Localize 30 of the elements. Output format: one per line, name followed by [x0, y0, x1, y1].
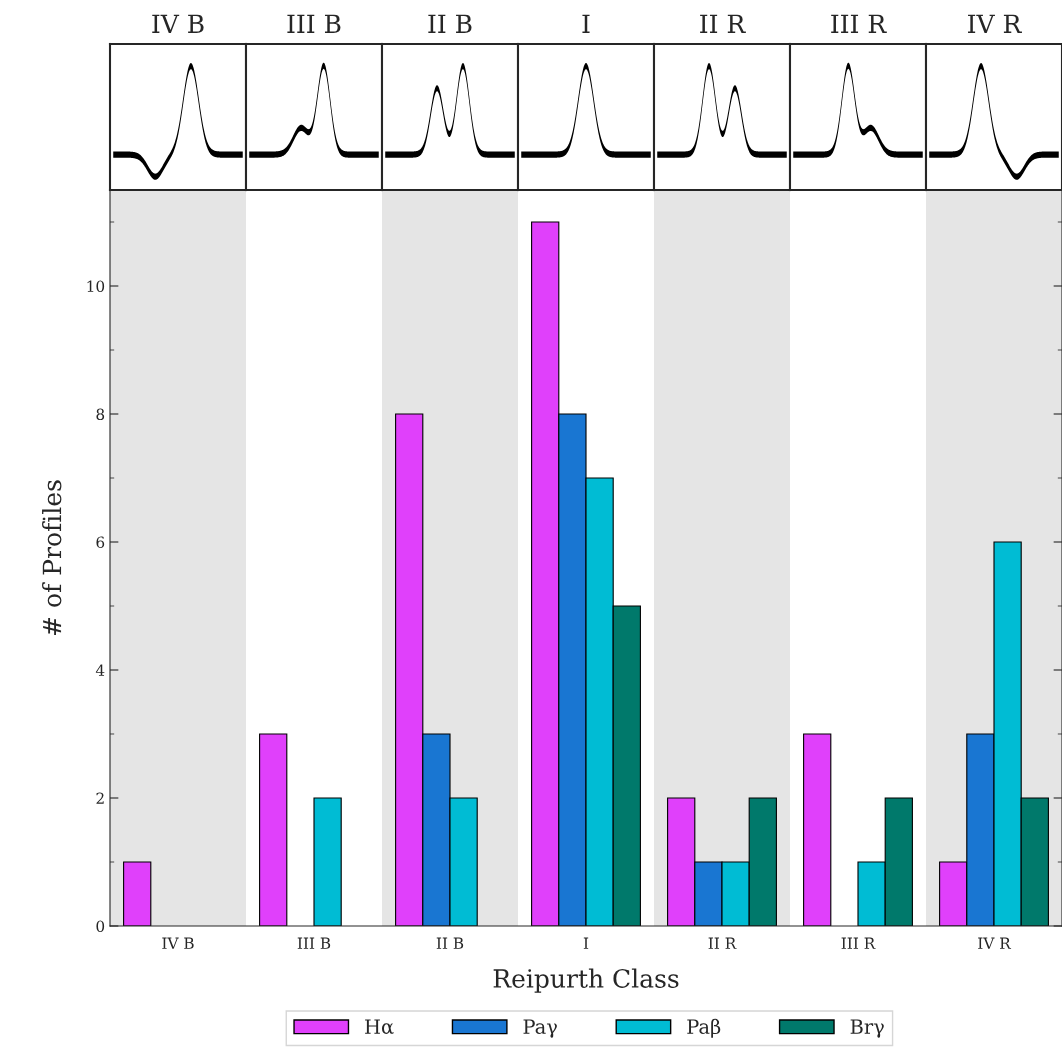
y-tick-label: 4 — [95, 664, 105, 676]
x-tick-label: I — [583, 937, 589, 949]
y-tick-label: 0 — [96, 920, 105, 933]
category-label: III R — [831, 14, 887, 33]
legend-label: Brγ — [850, 1019, 884, 1038]
x-tick-label: IV R — [978, 937, 1012, 949]
text: IV B — [152, 14, 204, 33]
bar — [259, 733, 288, 926]
y-tick-label: 2 — [96, 792, 104, 804]
x-tick-label: II B — [436, 937, 464, 949]
legend-label: Hα — [365, 1019, 394, 1034]
legend-label: Paβ — [687, 1018, 721, 1038]
y-tick-label: 10 — [87, 280, 105, 293]
legend-label: Paγ — [523, 1019, 557, 1038]
x-axis-title: Reipurth Class — [493, 968, 679, 993]
x-tick-label: III B — [297, 937, 331, 949]
bar — [803, 733, 832, 926]
x-tick-label: IV B — [162, 937, 194, 949]
category-label: I — [582, 14, 590, 33]
bar — [313, 797, 342, 926]
category-label: III B — [287, 14, 341, 33]
y-tick-label: 8 — [96, 408, 105, 421]
y-tick-label: 6 — [96, 536, 105, 549]
bar — [123, 861, 152, 926]
y-axis-title: # of Profiles — [42, 480, 62, 635]
text: II B — [428, 14, 472, 33]
text: II R — [700, 14, 746, 33]
x-tick-label: II R — [708, 937, 737, 949]
text: IV R — [968, 14, 1022, 33]
x-tick-label: III R — [841, 937, 876, 949]
